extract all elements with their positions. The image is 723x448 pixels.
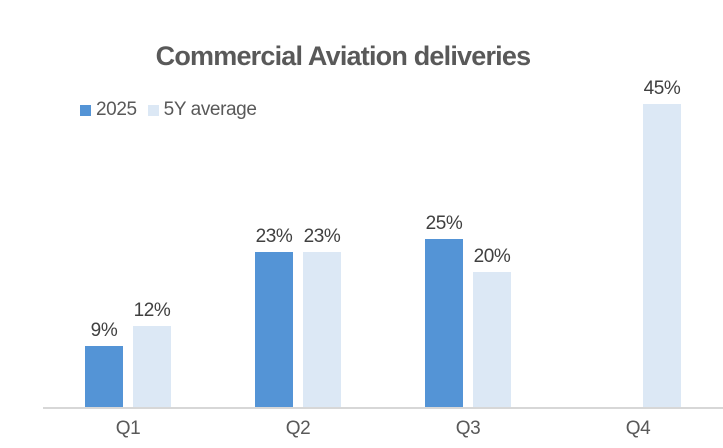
category-group-q3: 25% 20% — [383, 70, 553, 407]
x-axis-labels: Q1 Q2 Q3 Q4 — [43, 418, 723, 440]
x-axis-label-q3: Q3 — [455, 418, 481, 439]
x-axis-label-q2: Q2 — [285, 418, 311, 439]
bar-5y-average-q4: 45% — [643, 78, 681, 407]
legend-item-2025: 2025 — [80, 99, 137, 121]
bar-2025-q3: 25% — [425, 213, 463, 407]
legend-item-5y-average: 5Y average — [147, 99, 257, 121]
bar-5y-average-q3: 20% — [473, 246, 511, 407]
bar-5y-average-q1: 12% — [133, 300, 171, 407]
bar-2025-q1: 9% — [85, 321, 123, 407]
data-label-2025-q2: 23% — [255, 226, 293, 248]
data-label-2025-q1: 9% — [90, 320, 118, 342]
legend-swatch-5y-average — [147, 104, 159, 116]
data-label-5y-average-q4: 45% — [643, 77, 681, 99]
x-axis-label-q1: Q1 — [115, 418, 141, 439]
bar-5y-average-q2: 23% — [303, 226, 341, 407]
data-label-5y-average-q2: 23% — [303, 226, 341, 248]
category-group-q2: 23% 23% — [213, 70, 383, 407]
data-label-5y-average-q1: 12% — [133, 300, 171, 322]
x-axis-label-q4: Q4 — [625, 418, 651, 439]
bar-2025-q2: 23% — [255, 226, 293, 407]
legend-swatch-2025 — [80, 104, 91, 116]
data-label-2025-q3: 25% — [425, 212, 463, 234]
x-axis-line — [43, 407, 723, 409]
data-label-5y-average-q3: 20% — [473, 246, 511, 268]
chart-title: Commercial Aviation deliveries — [155, 41, 531, 71]
legend-label-2025: 2025 — [96, 99, 137, 120]
plot-area: 9% 12% 23% 23% 25% 20% 45% — [43, 70, 723, 407]
legend: 2025 5Y average — [80, 99, 257, 121]
category-group-q4: 45% — [553, 70, 723, 407]
category-group-q1: 9% 12% — [43, 70, 213, 407]
legend-label-5y-average: 5Y average — [163, 99, 257, 120]
